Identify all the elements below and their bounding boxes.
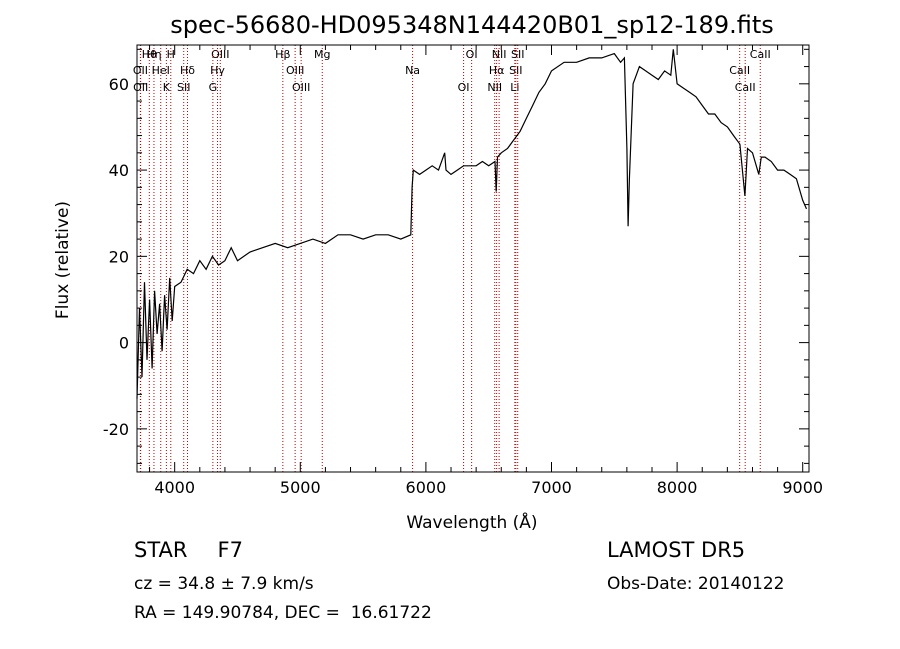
spectral-line-label: OIII [286,64,304,77]
spectral-line-label: CaII [735,81,756,94]
chart-title: spec-56680-HD095348N144420B01_sp12-189.f… [170,11,774,39]
spectral-line-label: G [209,81,218,94]
spectral-line-label: OI [466,48,478,61]
spectral-line-label: H [167,48,175,61]
class-label: STAR [134,538,188,562]
spectral-line-label: CaII [750,48,771,61]
spectral-line-label: Li [510,81,519,94]
spectrum-line [136,49,808,399]
y-tick-label: 60 [109,75,129,94]
spectral-line-label: NII [487,81,502,94]
spectral-line-label: Mg [314,48,330,61]
obs-date-label: Obs-Date: 20140122 [607,574,785,594]
spectral-line-label: OI [458,81,470,94]
spectral-line-label: Hδ [180,64,195,77]
x-axis-label: Wavelength (Å) [406,511,537,533]
spectral-line-label: K [163,81,171,94]
coordinates-label: RA = 149.90784, DEC = 16.61722 [134,603,432,623]
spectral-line-label: Hη [146,48,161,61]
spectral-line-label: OII [133,81,148,94]
x-tick-label: 5000 [280,478,321,497]
spectral-line-label: OIII [292,81,310,94]
spectral-line-label: SII [509,64,522,77]
x-tick-label: 4000 [154,478,195,497]
spectral-line-label: Hβ [275,48,290,61]
y-tick-label: 20 [109,247,129,266]
spectral-line-label: Na [405,64,420,77]
spectral-line-label: Hθ [142,48,157,61]
y-tick-label: -20 [103,420,129,439]
spectral-line-label: NII [492,48,507,61]
object-class: STAR F7 [134,538,243,562]
subclass-label: F7 [217,538,243,562]
spectral-line-label: Hγ [210,64,225,77]
x-tick-label: 8000 [657,478,698,497]
survey-label: LAMOST DR5 [607,538,746,562]
y-tick-label: 40 [109,161,129,180]
y-axis-label: Flux (relative) [53,201,73,319]
x-tick-label: 6000 [406,478,447,497]
plot-frame [136,44,810,473]
plot-area: HθOIIOIIHηHeIKHHδSIIOIIIHγGHβOIIIOIIIMgN… [103,44,823,497]
y-tick-label: 0 [119,334,129,353]
spectral-line-label: OIII [211,48,229,61]
x-tick-label: 7000 [531,478,572,497]
spectral-line-label: Hα [489,64,505,77]
redshift-label: cz = 34.8 ± 7.9 km/s [134,574,314,594]
spectral-line-label: HeI [152,64,170,77]
spectral-line-label: SII [511,48,524,61]
spectral-line-label: SII [177,81,190,94]
x-tick-label: 9000 [782,478,823,497]
spectral-line-label: CaII [729,64,750,77]
